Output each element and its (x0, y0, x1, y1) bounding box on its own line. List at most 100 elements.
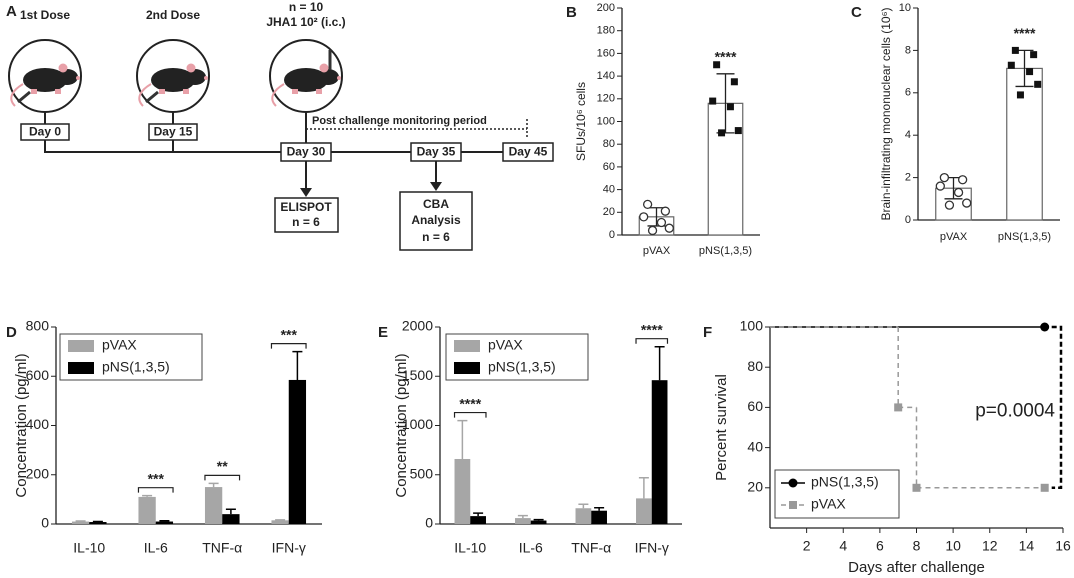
error-bar (578, 503, 589, 509)
dose-label: 2nd Dose (146, 8, 200, 22)
y-tick-label: 2000 (402, 318, 433, 334)
legend-swatch (454, 340, 480, 352)
p-value: p=0.0004 (975, 400, 1055, 421)
y-tick-label: 8 (905, 44, 911, 56)
challenge-n: n = 10 (289, 0, 324, 14)
y-tick-label: 400 (26, 416, 50, 432)
day-box (502, 142, 554, 162)
legend-label: pNS(1,3,5) (102, 359, 170, 375)
monitoring-line (306, 119, 528, 139)
bar (636, 498, 652, 524)
y-tick-label: 40 (603, 184, 615, 196)
bar (530, 520, 547, 524)
data-point (894, 403, 903, 412)
assay-label: n = 6 (292, 215, 320, 229)
bar (515, 518, 531, 524)
significance: **** (715, 49, 737, 65)
timeline (44, 112, 503, 153)
y-tick-label: 100 (597, 115, 615, 127)
data-point (1040, 483, 1049, 492)
data-point (642, 199, 653, 210)
x-tick-label: TNF-α (571, 540, 611, 556)
bar (1006, 67, 1043, 221)
error-bar (159, 520, 170, 522)
y-tick-label: 10 (899, 2, 911, 14)
day-label: Day 45 (509, 145, 548, 159)
y-tick-label: 80 (747, 358, 763, 374)
y-tick-label: 200 (597, 2, 615, 14)
x-tick-label: 2 (803, 538, 811, 554)
assay-label: ELISPOT (280, 200, 332, 214)
bar (470, 516, 486, 524)
x-tick-label: 8 (913, 538, 921, 554)
y-tick-label: 0 (905, 214, 911, 226)
error-bar (473, 512, 484, 517)
data-point (1007, 61, 1015, 69)
data-point (730, 78, 738, 86)
assay-label: n = 6 (422, 230, 450, 244)
x-tick-label: IL-10 (454, 540, 486, 556)
bar (155, 521, 174, 524)
day-label: Day 15 (154, 125, 193, 139)
significance-bracket (137, 487, 174, 493)
x-tick-label: 16 (1055, 538, 1071, 554)
x-tick-label: IFN-γ (635, 540, 669, 556)
significance-bracket (270, 343, 307, 349)
y-tick-label: 0 (425, 515, 433, 531)
x-tick-label: IL-10 (73, 540, 105, 556)
legend-marker (788, 478, 798, 488)
x-tick-label: 14 (1019, 538, 1035, 554)
x-tick-label: pNS(1,3,5) (998, 231, 1051, 243)
y-tick-label: 6 (905, 87, 911, 99)
y-axis-label: Concentration (pg/ml) (13, 353, 30, 497)
x-tick-label: 4 (839, 538, 847, 554)
bar (591, 510, 607, 524)
panel-letter: B (566, 4, 577, 21)
x-tick-label: IFN-γ (272, 540, 306, 556)
error-bar (517, 514, 528, 519)
assay-label: Analysis (411, 213, 461, 227)
y-tick-label: 4 (905, 129, 911, 141)
bar (222, 514, 240, 524)
assay-label: CBA (423, 197, 449, 211)
legend-marker (789, 501, 797, 509)
error-bar (457, 419, 468, 459)
syringe (17, 90, 31, 104)
legend-box (774, 469, 900, 519)
y-tick-label: 20 (747, 479, 763, 495)
data-point (912, 483, 921, 492)
y-tick-label: 60 (603, 161, 615, 173)
data-point (957, 175, 968, 185)
y-tick-label: 200 (26, 465, 50, 481)
significance: ** (217, 458, 228, 474)
data-point (718, 129, 726, 137)
y-tick-label: 160 (597, 47, 615, 59)
data-point (953, 187, 964, 198)
y-tick-label: 1000 (402, 416, 433, 432)
bar (71, 521, 90, 524)
dose-label: 1st Dose (20, 8, 70, 22)
data-point (962, 198, 972, 208)
day-label: Day 35 (417, 145, 456, 159)
error-bar (533, 518, 544, 521)
panel-letter: A (6, 3, 17, 20)
y-tick-label: 1500 (402, 367, 433, 383)
x-tick-label: 12 (982, 538, 998, 554)
data-point (647, 225, 658, 236)
legend-label: pNS(1,3,5) (811, 474, 879, 490)
day-label: Day 30 (287, 145, 326, 159)
x-tick-label: IL-6 (144, 540, 168, 556)
x-axis-label: Days after challenge (848, 559, 985, 576)
y-tick-label: 60 (747, 398, 763, 414)
y-tick-label: 120 (597, 93, 615, 105)
x-tick-label: TNF-α (202, 540, 242, 556)
y-tick-label: 100 (740, 318, 764, 334)
y-tick-label: 0 (41, 515, 49, 531)
data-point (1034, 80, 1042, 88)
y-axis-label: Concentration (pg/ml) (393, 353, 410, 497)
bar (454, 458, 471, 524)
bar (89, 522, 107, 524)
x-tick-label: IL-6 (519, 540, 543, 556)
x-tick-label: 10 (945, 538, 961, 554)
y-tick-label: 40 (747, 438, 763, 454)
